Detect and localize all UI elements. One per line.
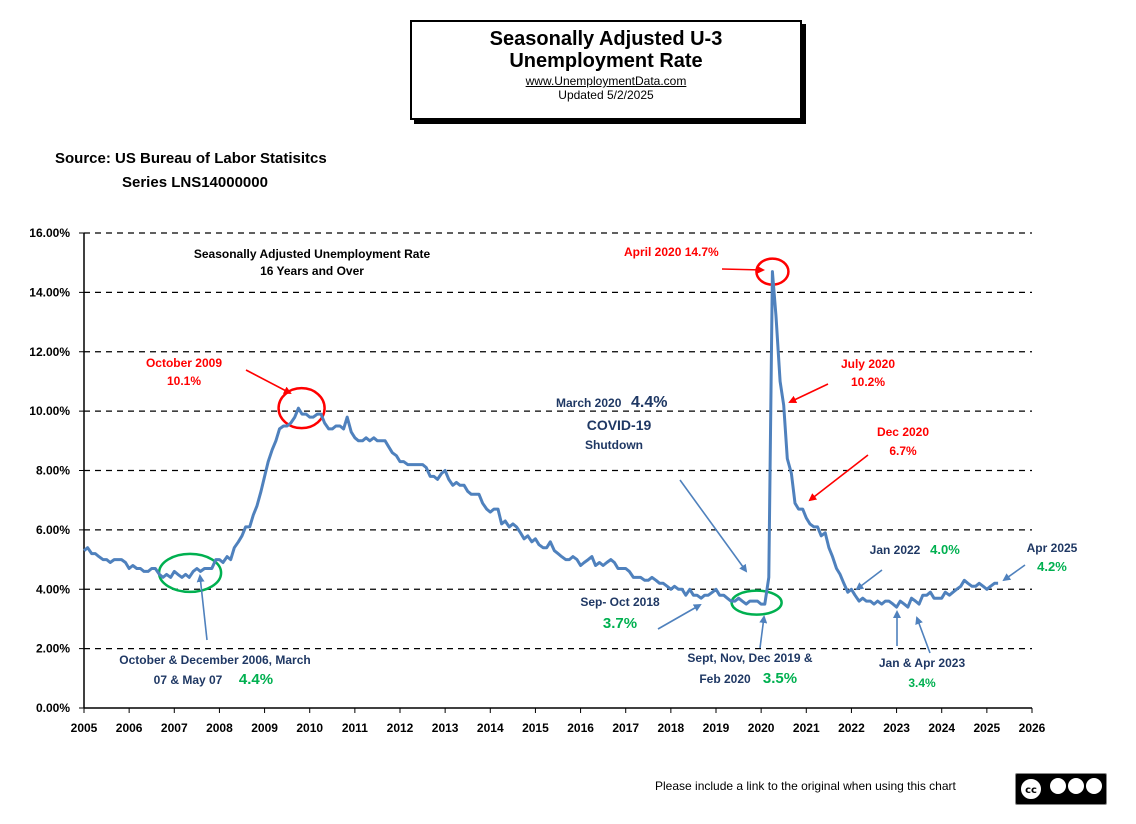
y-tick-label: 8.00% (36, 464, 70, 478)
annotation-jan2023-line1: 3.4% (908, 676, 936, 690)
annotation-dec2020-line1: 6.7% (889, 444, 917, 458)
annotation-jul2020-line0: July 2020 (841, 357, 895, 371)
x-tick-label: 2020 (748, 721, 775, 735)
x-tick-label: 2009 (251, 721, 278, 735)
y-tick-label: 0.00% (36, 701, 70, 715)
x-tick-label: 2017 (612, 721, 639, 735)
svg-text:cc: cc (1025, 785, 1037, 796)
cc-by-nc-nd-icon[interactable]: cc (1015, 773, 1107, 805)
arrow-apr2023 (915, 616, 931, 654)
arrow-dec2019 (759, 615, 768, 649)
source-url-link[interactable]: www.UnemploymentData.com (525, 74, 687, 88)
source-line-1: Source: US Bureau of Labor Statisitcs (55, 150, 327, 167)
annotation-sept2019-line1: Feb 2020 (699, 672, 751, 686)
y-tick-label: 16.00% (29, 226, 70, 240)
annotation-mar2020-line0: March 2020 (556, 396, 622, 410)
annotation-oct2009-line1: 10.1% (167, 374, 201, 388)
peak-2009-circle (277, 386, 326, 430)
updated-date: Updated 5/2/2025 (558, 88, 654, 102)
y-tick-label: 12.00% (29, 345, 70, 359)
x-tick-label: 2008 (206, 721, 233, 735)
annotation-oct2009-line0: October 2009 (146, 356, 222, 370)
unemployment-rate-line (83, 270, 999, 609)
annotation-apr2025-line1: 4.2% (1037, 559, 1067, 574)
annotation-jan2023-line0: Jan & Apr 2023 (879, 656, 966, 670)
license-badge-graphic: cc (1019, 777, 1102, 801)
arrow-oct2009 (245, 369, 292, 394)
arrow-apr2025 (1002, 564, 1026, 582)
y-tick-label: 10.00% (29, 404, 70, 418)
annotation-sept2019-line2: 3.5% (763, 670, 797, 687)
annotation-oct2006-line1: 07 & May 07 (154, 673, 223, 687)
inner-label-line2: 16 Years and Over (260, 264, 364, 278)
x-tick-label: 2013 (432, 721, 459, 735)
arrow-mar2020 (679, 479, 748, 573)
arrow-jan2022 (855, 569, 883, 591)
x-tick-label: 2007 (161, 721, 188, 735)
annotation-oct2006-line0: October & December 2006, March (119, 653, 310, 667)
x-tick-label: 2024 (928, 721, 955, 735)
annotation-mar2020-line2: COVID-19 (587, 417, 652, 433)
x-tick-label: 2021 (793, 721, 820, 735)
x-tick-label: 2011 (342, 721, 368, 735)
annotation-jan2022-line0: Jan 2022 (870, 543, 921, 557)
chart-title-box: Seasonally Adjusted U-3 Unemployment Rat… (410, 20, 802, 120)
x-tick-label: 2023 (883, 721, 910, 735)
x-tick-label: 2016 (567, 721, 594, 735)
annotation-jul2020-line1: 10.2% (851, 375, 885, 389)
x-tick-label: 2015 (522, 721, 549, 735)
annotation-sepoct2018-line0: Sep- Oct 2018 (580, 595, 660, 609)
x-tick-label: 2010 (296, 721, 323, 735)
x-tick-label: 2012 (387, 721, 414, 735)
arrow-sep2018 (657, 604, 702, 630)
annotation-sepoct2018-line1: 3.7% (603, 615, 637, 632)
annotation-oct2006-line2: 4.4% (239, 671, 273, 688)
source-line-2: Series LNS14000000 (122, 174, 268, 191)
chart-title-line2: Unemployment Rate (509, 50, 703, 72)
annotation-mar2020-line3: Shutdown (585, 438, 643, 452)
x-tick-label: 2014 (477, 721, 504, 735)
annotation-apr2020-line0: April 2020 14.7% (624, 245, 719, 259)
arrow-apr2020 (721, 265, 765, 274)
annotation-sept2019-line0: Sept, Nov, Dec 2019 & (687, 651, 812, 665)
annotation-mar2020-line1: 4.4% (631, 394, 667, 411)
low-2007-circle (157, 552, 223, 594)
annotation-dec2020-line0: Dec 2020 (877, 425, 929, 439)
footer-note: Please include a link to the original wh… (655, 779, 956, 793)
y-tick-label: 2.00% (36, 642, 70, 656)
unemployment-line-chart: 0.00% 2.00% 4.00% 6.00% 8.00% 10.00% 12.00% 14.… (29, 226, 1078, 735)
annotation-jan2022-line1: 4.0% (930, 542, 960, 557)
x-tick-label: 2005 (71, 721, 98, 735)
y-tick-label: 6.00% (36, 523, 70, 537)
annotation-apr2025-line0: Apr 2025 (1027, 541, 1078, 555)
x-tick-label: 2022 (838, 721, 865, 735)
chart-title-line1: Seasonally Adjusted U-3 (489, 28, 723, 50)
arrow-oct2006 (196, 574, 208, 641)
x-tick-label: 2026 (1019, 721, 1046, 735)
y-tick-label: 14.00% (29, 285, 70, 299)
x-tick-label: 2018 (658, 721, 685, 735)
inner-label-line1: Seasonally Adjusted Unemployment Rate (194, 247, 431, 261)
y-tick-label: 4.00% (36, 582, 70, 596)
x-tick-label: 2006 (116, 721, 143, 735)
x-tick-label: 2025 (974, 721, 1001, 735)
low-2019-circle (730, 589, 783, 616)
arrow-jul2020 (788, 383, 829, 404)
arrow-dec2020 (808, 454, 869, 502)
x-tick-label: 2019 (703, 721, 730, 735)
